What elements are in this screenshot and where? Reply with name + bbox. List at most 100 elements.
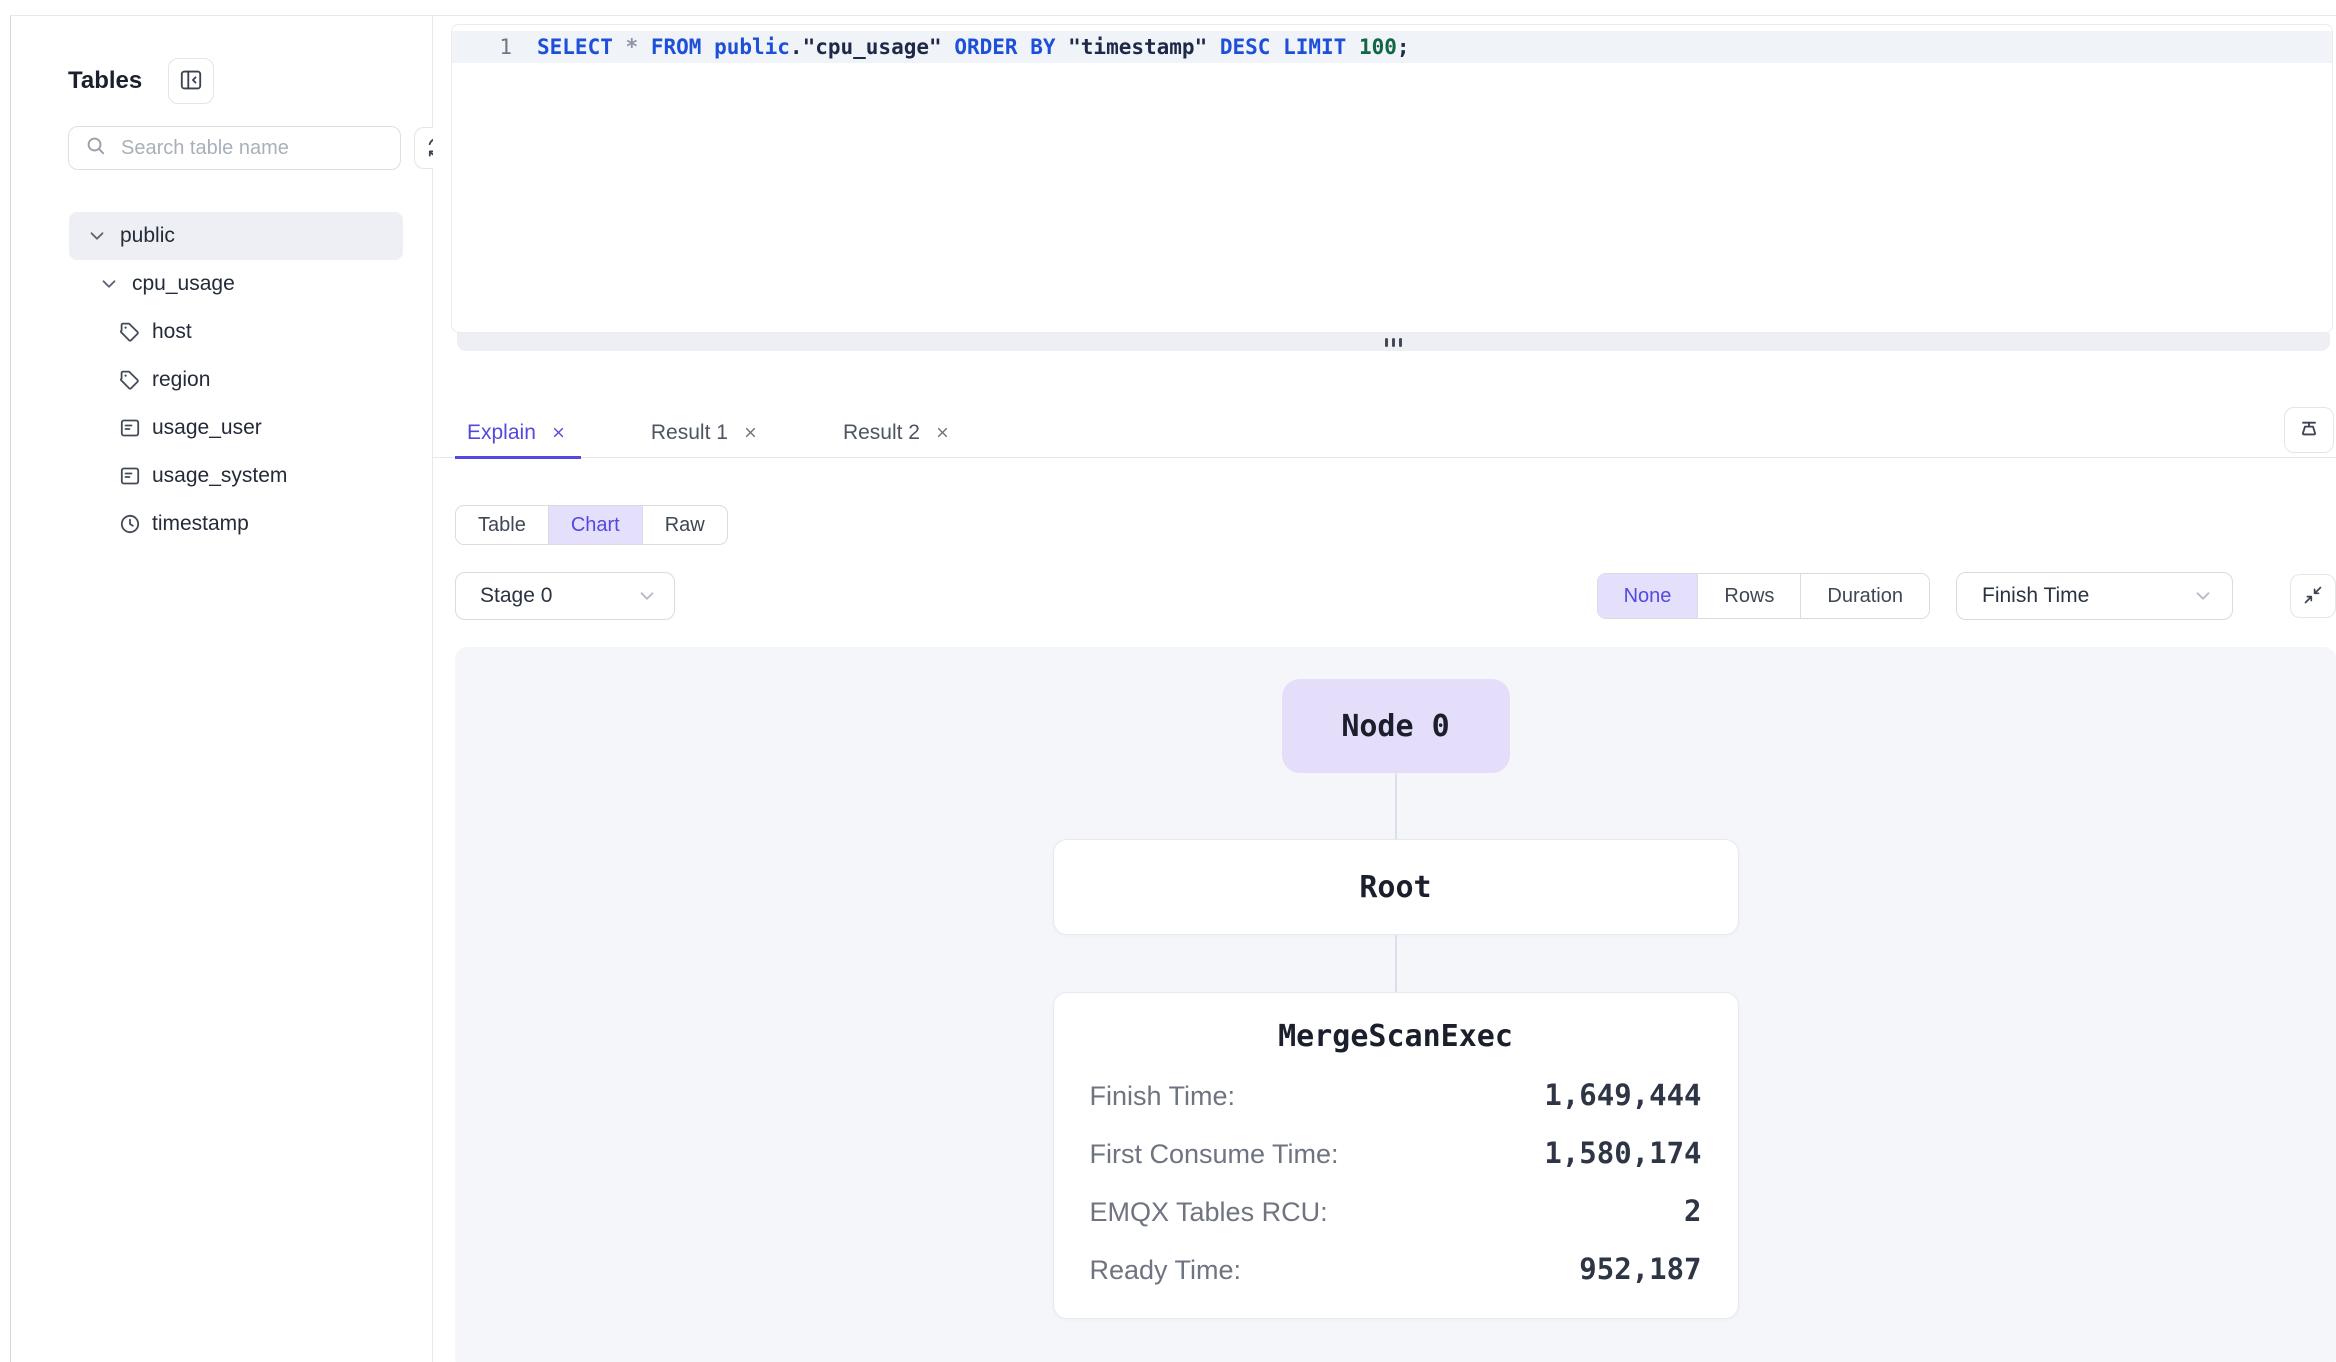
sql-token: ORDER (954, 35, 1018, 59)
sql-token: * (625, 35, 639, 59)
metric-value: 1,580,174 (1544, 1136, 1702, 1170)
tree-connector (1394, 935, 1397, 992)
stage-select[interactable]: Stage 0 (455, 572, 675, 620)
explain-canvas[interactable]: Node 0 Root MergeScanExec Finish Time: 1,… (455, 647, 2336, 1362)
drag-handle-dots (1399, 337, 1402, 347)
tree-item-public[interactable]: public (69, 212, 403, 260)
sql-token: FROM (650, 35, 702, 59)
metric-row: Finish Time: 1,649,444 (1090, 1078, 1702, 1112)
view-toggle-option-chart[interactable]: Chart (547, 506, 642, 544)
close-icon[interactable] (934, 424, 951, 441)
tab-label: Result 2 (842, 420, 920, 444)
explain-controls-row: Stage 0 None Rows Duration Finish Time (455, 572, 2336, 620)
sql-token: SELECT (537, 35, 613, 59)
table-search-input[interactable] (119, 135, 388, 161)
clear-results-button[interactable] (2284, 407, 2334, 453)
metric-label: First Consume Time: (1089, 1139, 1339, 1169)
tree-item-cpu-usage[interactable]: cpu_usage (69, 260, 403, 308)
metric-value: 952,187 (1579, 1252, 1702, 1286)
field-icon (118, 464, 142, 488)
metric-toggle-option-none[interactable]: None (1597, 574, 1698, 618)
tree-item-usage-user[interactable]: usage_user (69, 404, 403, 452)
chevron-down-icon (2192, 585, 2214, 607)
tab-explain[interactable]: Explain (455, 409, 581, 459)
editor-resize-handle[interactable] (457, 333, 2330, 351)
tree-item-timestamp[interactable]: timestamp (69, 500, 403, 548)
tree-item-host[interactable]: host (69, 308, 403, 356)
drag-handle-dots (1385, 337, 1388, 347)
sql-token (1018, 35, 1031, 59)
table-search-box[interactable] (68, 126, 401, 170)
main-area: 1 SELECT * FROM public."cpu_usage" ORDER… (433, 16, 2336, 1362)
sql-token: BY (1030, 35, 1056, 59)
field-icon (118, 416, 142, 440)
sql-token (1270, 35, 1283, 59)
editor-line-number: 1 (499, 35, 512, 59)
sql-token (1055, 35, 1068, 59)
view-toggle-option-table[interactable]: Table (456, 506, 548, 544)
tree-item-label: timestamp (152, 512, 249, 535)
finish-time-select[interactable]: Finish Time (1956, 572, 2233, 620)
metric-label: Finish Time: (1089, 1081, 1236, 1111)
finish-time-select-value: Finish Time (1982, 584, 2090, 607)
metric-toggle-option-duration[interactable]: Duration (1800, 574, 1929, 618)
panel-collapse-icon (178, 67, 204, 96)
editor-active-line: 1 SELECT * FROM public."cpu_usage" ORDER… (452, 31, 2332, 63)
tab-result-2[interactable]: Result 2 (831, 409, 965, 459)
sql-token: "timestamp" (1068, 35, 1208, 59)
chevron-down-icon[interactable] (86, 225, 108, 247)
tree-item-usage-system[interactable]: usage_system (69, 452, 403, 500)
collapse-sidebar-button[interactable] (168, 58, 215, 104)
sql-token: LIMIT (1283, 35, 1347, 59)
metric-value: 1,649,444 (1544, 1078, 1702, 1112)
sidebar-header: Tables (68, 58, 432, 104)
metric-label: Ready Time: (1089, 1255, 1242, 1285)
result-tabbar: Explain Result 1 Result 2 (433, 407, 2336, 459)
metric-row: First Consume Time: 1,580,174 (1090, 1136, 1702, 1170)
close-icon[interactable] (742, 424, 759, 441)
metric-value: 2 (1684, 1194, 1702, 1228)
view-toggle: Table Chart Raw (455, 505, 728, 545)
sql-token (1346, 35, 1359, 59)
drag-handle-dots (1392, 337, 1395, 347)
tab-result-1[interactable]: Result 1 (639, 409, 773, 459)
tree-item-label: host (152, 320, 192, 343)
clock-icon (118, 512, 142, 536)
tables-sidebar: Tables (11, 16, 460, 1362)
metric-toggle: None Rows Duration (1596, 573, 1930, 619)
sql-token: . (789, 35, 803, 59)
sql-token: 100 (1358, 35, 1397, 59)
tree-item-region[interactable]: region (69, 356, 403, 404)
tree-item-label: region (152, 368, 211, 391)
node-title: MergeScanExec (1278, 1019, 1513, 1054)
metric-row: EMQX Tables RCU: 2 (1090, 1194, 1702, 1228)
tree-item-label: cpu_usage (132, 272, 235, 295)
sql-token (613, 35, 626, 59)
tree-connector (1394, 773, 1397, 839)
merge-scan-node: MergeScanExec Finish Time: 1,649,444 First… (1052, 992, 1739, 1319)
app-frame: Tables (10, 15, 2336, 1362)
sql-token (701, 35, 714, 59)
tag-icon (118, 368, 142, 392)
tree-item-label: usage_system (152, 464, 288, 487)
close-icon[interactable] (550, 424, 567, 441)
sql-token (942, 35, 955, 59)
chevron-down-icon[interactable] (98, 273, 120, 295)
node-title: Root (1359, 869, 1432, 905)
collapse-chart-button[interactable] (2290, 574, 2336, 618)
node-metrics: Finish Time: 1,649,444 First Consume Time:… (1090, 1078, 1702, 1286)
sql-editor[interactable]: 1 SELECT * FROM public."cpu_usage" ORDER… (451, 24, 2333, 333)
sql-code: SELECT * FROM public."cpu_usage" ORDER B… (512, 35, 1410, 59)
view-toggle-option-raw[interactable]: Raw (641, 506, 727, 544)
stage-select-value: Stage 0 (480, 584, 553, 607)
tree-item-label: public (120, 224, 175, 247)
sql-token: public (714, 35, 790, 59)
tree-item-label: usage_user (152, 416, 262, 439)
chevron-down-icon (636, 585, 658, 607)
explain-right-controls: None Rows Duration Finish Time (1596, 572, 2336, 620)
metric-label: EMQX Tables RCU: (1089, 1197, 1328, 1227)
metric-toggle-option-rows[interactable]: Rows (1697, 574, 1801, 618)
stage-node: Node 0 (1281, 679, 1510, 773)
